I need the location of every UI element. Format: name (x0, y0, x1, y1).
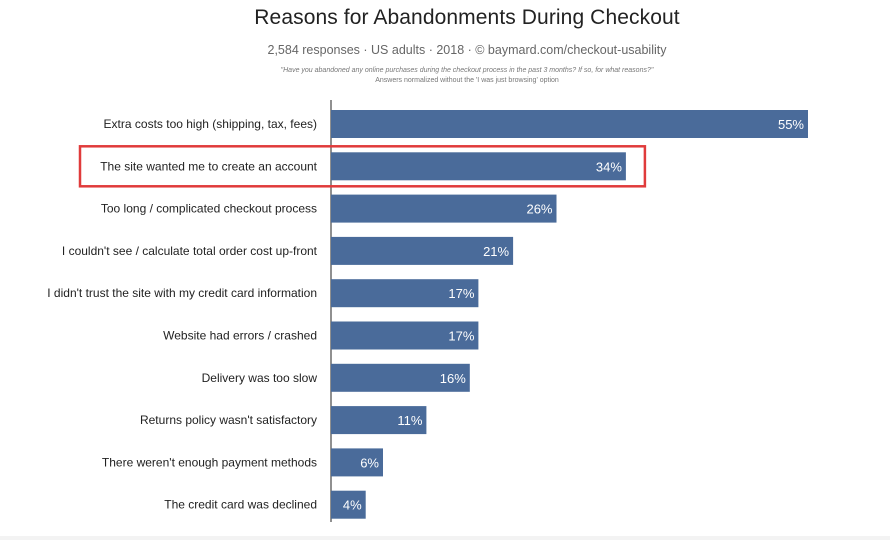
value-label-5: 17% (448, 329, 474, 344)
bar-1 (331, 152, 626, 181)
chart-title: Reasons for Abandonments During Checkout (254, 6, 680, 29)
bar-4 (331, 279, 479, 308)
bar-0 (331, 110, 808, 138)
value-label-6: 16% (440, 371, 466, 386)
category-label-1: The site wanted me to create an account (100, 159, 317, 173)
value-label-9: 4% (343, 498, 362, 513)
value-label-2: 26% (526, 202, 552, 217)
bar-8 (331, 448, 383, 477)
bar-9 (331, 490, 366, 519)
category-label-6: Delivery was too slow (202, 371, 318, 385)
value-label-0: 55% (778, 117, 804, 132)
bottom-strip (0, 536, 890, 540)
survey-note: Answers normalized without the 'I was ju… (375, 77, 559, 84)
category-label-2: Too long / complicated checkout process (101, 202, 317, 216)
highlight-box (78, 145, 647, 188)
bar-3 (331, 236, 514, 265)
category-label-3: I couldn't see / calculate total order c… (62, 244, 318, 258)
category-label-9: The credit card was declined (164, 498, 317, 512)
category-label-8: There weren't enough payment methods (102, 455, 317, 469)
category-label-7: Returns policy wasn't satisfactory (140, 413, 317, 427)
value-label-4: 17% (448, 286, 474, 301)
category-label-4: I didn't trust the site with my credit c… (47, 286, 317, 300)
value-label-1: 34% (596, 159, 622, 174)
bar-2 (331, 194, 557, 223)
bar-6 (331, 363, 470, 392)
category-label-0: Extra costs too high (shipping, tax, fee… (104, 117, 317, 131)
value-label-3: 21% (483, 244, 509, 259)
bar-5 (331, 321, 479, 350)
bar-7 (331, 406, 427, 435)
value-label-7: 11% (397, 413, 422, 428)
chart-subtitle: 2,584 responses · US adults · 2018 · © b… (267, 43, 667, 57)
value-label-8: 6% (360, 455, 379, 470)
survey-question: "Have you abandoned any online purchases… (280, 67, 654, 74)
category-label-5: Website had errors / crashed (163, 329, 317, 343)
